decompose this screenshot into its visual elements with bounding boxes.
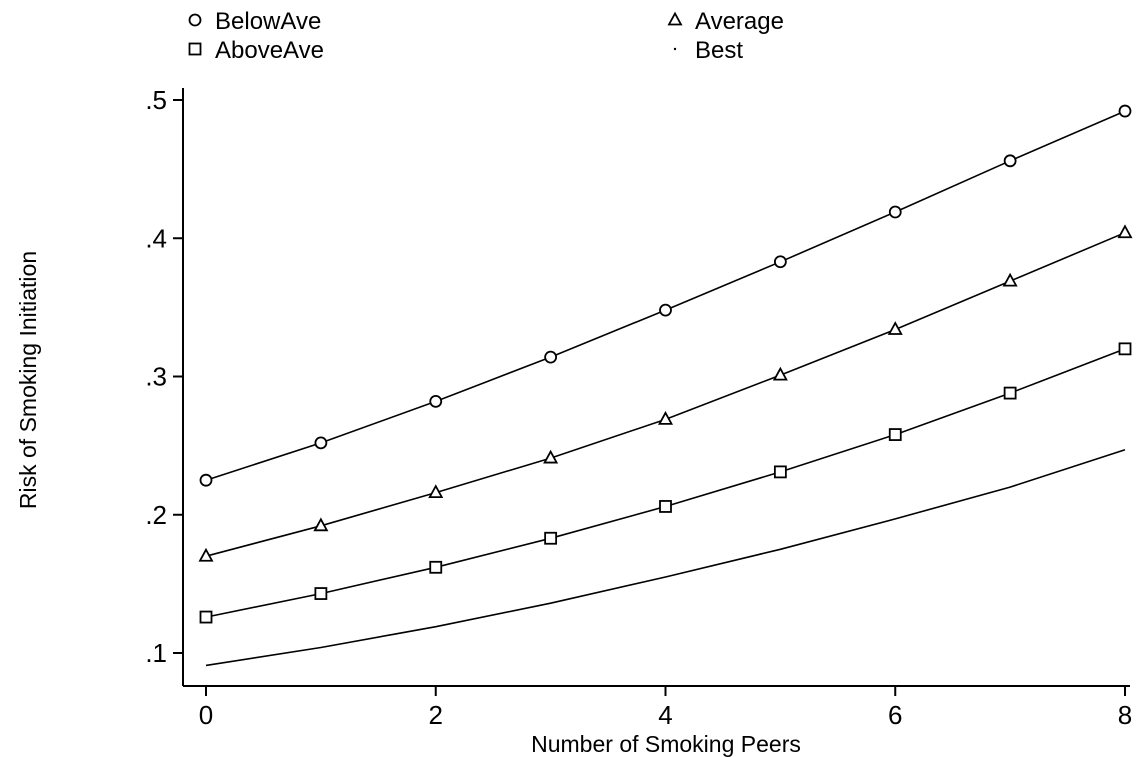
- series-line-belowave: [205, 110, 1126, 481]
- data-point-aboveave: [1118, 342, 1132, 356]
- data-point-average: [657, 410, 674, 425]
- legend-item-average: Average: [667, 8, 784, 35]
- legend-key-aboveave: [188, 42, 202, 56]
- legend-label-best: Best: [695, 37, 743, 64]
- data-point-average: [1002, 272, 1018, 287]
- x-axis-title: Number of Smoking Peers: [531, 731, 801, 757]
- data-point-average: [887, 321, 903, 335]
- data-point-average: [198, 547, 214, 562]
- x-tick-label: 4: [658, 700, 672, 730]
- data-point-belowave: [773, 255, 787, 269]
- data-point-belowave: [314, 436, 328, 450]
- series-belowave: [199, 104, 1132, 487]
- legend-item-aboveave: AboveAve: [188, 37, 324, 64]
- y-tick-label: .1: [145, 638, 167, 668]
- data-point-average: [1117, 224, 1133, 239]
- data-point-aboveave: [314, 587, 328, 600]
- legend-label-average: Average: [695, 8, 784, 35]
- y-tick-label: .3: [145, 362, 167, 392]
- data-point-average: [772, 366, 788, 381]
- data-point-belowave: [429, 394, 443, 408]
- data-point-aboveave: [1003, 386, 1017, 400]
- data-point-aboveave: [429, 560, 443, 574]
- series-best: [205, 449, 1126, 667]
- y-tick-label: .4: [145, 223, 167, 253]
- axes: .1 .2 .3 .4 .5 0 2 4 6 8: [145, 85, 1132, 730]
- y-axis-title: Risk of Smoking Initiation: [15, 251, 41, 509]
- data-point-belowave: [544, 350, 558, 364]
- data-point-belowave: [199, 473, 213, 487]
- x-tick-label: 6: [888, 700, 902, 730]
- series-average: [198, 224, 1133, 562]
- data-point-average: [428, 484, 444, 499]
- data-point-aboveave: [544, 531, 558, 545]
- plot-area: [198, 104, 1133, 667]
- x-tick-label: 8: [1118, 700, 1132, 730]
- legend-label-aboveave: AboveAve: [215, 37, 324, 64]
- legend-key-belowave: [188, 13, 202, 27]
- legend-item-best: Best: [673, 37, 743, 64]
- data-point-aboveave: [199, 610, 213, 624]
- data-point-average: [313, 517, 329, 532]
- data-point-aboveave: [888, 428, 902, 441]
- x-tick-label: 2: [429, 700, 443, 730]
- legend-key-best: [673, 47, 677, 51]
- data-point-aboveave: [659, 500, 672, 513]
- series-line-best: [205, 449, 1126, 667]
- data-point-belowave: [1003, 154, 1017, 168]
- y-tick-label: .5: [145, 85, 167, 115]
- data-point-belowave: [888, 205, 902, 219]
- data-point-belowave: [659, 303, 672, 317]
- series-aboveave: [199, 342, 1132, 624]
- y-tick-label: .2: [145, 500, 167, 530]
- data-point-aboveave: [773, 465, 787, 479]
- legend-item-belowave: BelowAve: [188, 8, 321, 35]
- data-point-average: [543, 449, 559, 464]
- legend: BelowAve Average AboveAve Best: [188, 8, 784, 64]
- legend-label-belowave: BelowAve: [215, 8, 321, 35]
- data-point-belowave: [1118, 104, 1132, 118]
- legend-key-average: [667, 11, 683, 26]
- x-tick-label: 0: [199, 700, 213, 730]
